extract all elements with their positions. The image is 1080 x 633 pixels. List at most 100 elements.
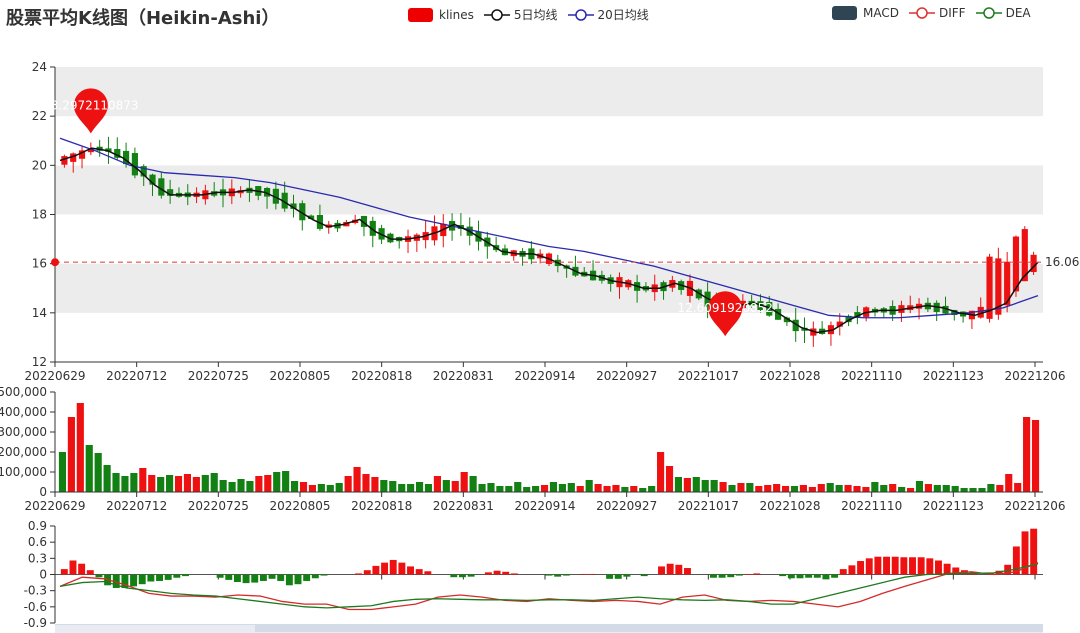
macd-bar[interactable] — [363, 570, 371, 575]
volume-bar[interactable] — [174, 476, 183, 492]
volume-bar[interactable] — [157, 477, 165, 492]
volume-bar[interactable] — [282, 471, 290, 492]
candle[interactable] — [1004, 261, 1011, 306]
volume-bar[interactable] — [308, 485, 316, 492]
volume-bar[interactable] — [665, 466, 674, 492]
volume-bar[interactable] — [996, 485, 1004, 492]
volume-bar[interactable] — [398, 484, 406, 492]
candle[interactable] — [766, 301, 773, 316]
volume-bar[interactable] — [782, 486, 790, 492]
macd-bar[interactable] — [545, 574, 553, 576]
volume-bar[interactable] — [558, 484, 566, 492]
macd-bar[interactable] — [952, 567, 960, 575]
candle[interactable] — [105, 148, 112, 152]
volume-bar[interactable] — [987, 484, 995, 492]
volume-bar[interactable] — [728, 485, 736, 492]
candle[interactable] — [299, 203, 306, 221]
legend-item-diff[interactable]: DIFF — [908, 6, 966, 20]
volume-bar[interactable] — [808, 487, 816, 492]
volume-bar[interactable] — [183, 474, 192, 492]
datazoom-slider-window[interactable] — [255, 624, 1043, 632]
candle[interactable] — [61, 156, 68, 165]
macd-bar[interactable] — [614, 574, 622, 579]
macd-bar[interactable] — [424, 571, 432, 575]
macd-bar[interactable] — [147, 574, 155, 582]
macd-bar[interactable] — [78, 563, 86, 575]
volume-bar[interactable] — [469, 476, 477, 492]
volume-bar[interactable] — [1023, 417, 1031, 492]
volume-bar[interactable] — [273, 472, 281, 492]
volume-bar[interactable] — [657, 452, 665, 492]
volume-bar[interactable] — [844, 485, 852, 492]
macd-bar[interactable] — [294, 574, 302, 585]
candle[interactable] — [167, 189, 174, 196]
macd-bar[interactable] — [121, 574, 129, 588]
macd-bar[interactable] — [450, 574, 458, 578]
candle[interactable] — [149, 174, 156, 185]
volume-bar[interactable] — [424, 484, 433, 492]
macd-bar[interactable] — [156, 574, 163, 581]
macd-bar[interactable] — [372, 565, 380, 575]
macd-bar[interactable] — [458, 574, 466, 578]
volume-bar[interactable] — [487, 483, 495, 492]
macd-bar[interactable] — [779, 574, 787, 577]
volume-bar[interactable] — [853, 486, 861, 492]
legend-item-macd[interactable]: MACD — [832, 6, 899, 20]
macd-bar[interactable] — [484, 572, 492, 575]
macd-bar[interactable] — [822, 574, 830, 580]
volume-bar[interactable] — [166, 475, 174, 492]
volume-bar[interactable] — [710, 480, 718, 492]
macd-bar[interactable] — [389, 559, 397, 575]
macd-bar[interactable] — [883, 556, 891, 575]
macd-bar[interactable] — [813, 574, 821, 578]
macd-bar[interactable] — [242, 574, 250, 584]
volume-bar[interactable] — [58, 452, 67, 492]
macd-bar[interactable] — [1030, 528, 1038, 575]
candle[interactable] — [78, 150, 86, 159]
volume-bar[interactable] — [915, 481, 924, 492]
volume-bar[interactable] — [415, 482, 424, 492]
macd-bar[interactable] — [926, 558, 934, 575]
volume-bar[interactable] — [299, 482, 308, 492]
macd-bar[interactable] — [554, 574, 562, 577]
volume-bar[interactable] — [862, 487, 870, 492]
macd-bar[interactable] — [831, 574, 839, 578]
macd-bar[interactable] — [320, 574, 328, 576]
candle[interactable] — [263, 187, 271, 197]
volume-bar[interactable] — [76, 403, 84, 492]
macd-bar[interactable] — [251, 574, 259, 583]
volume-bar[interactable] — [532, 486, 540, 492]
macd-bar[interactable] — [917, 557, 925, 575]
macd-bar[interactable] — [874, 556, 882, 575]
volume-bar[interactable] — [683, 478, 691, 492]
volume-bar[interactable] — [594, 484, 602, 492]
volume-bar[interactable] — [719, 482, 727, 492]
macd-bar[interactable] — [60, 569, 68, 575]
candle[interactable] — [942, 305, 949, 314]
macd-bar[interactable] — [684, 568, 691, 575]
volume-bar[interactable] — [674, 477, 683, 492]
macd-bar[interactable] — [588, 573, 596, 575]
macd-bar[interactable] — [675, 564, 683, 575]
candle[interactable] — [986, 256, 993, 319]
candle[interactable] — [845, 315, 852, 323]
macd-bar[interactable] — [415, 569, 423, 575]
volume-bar[interactable] — [255, 476, 263, 492]
macd-bar[interactable] — [303, 574, 311, 581]
volume-bar[interactable] — [790, 486, 799, 492]
macd-bar[interactable] — [355, 573, 363, 575]
volume-bar[interactable] — [433, 476, 441, 492]
volume-bar[interactable] — [478, 484, 486, 492]
volume-bar[interactable] — [942, 485, 950, 492]
macd-bar[interactable] — [709, 574, 717, 578]
volume-bar[interactable] — [264, 475, 272, 492]
volume-bar[interactable] — [121, 476, 129, 492]
macd-bar[interactable] — [285, 574, 293, 586]
volume-bar[interactable] — [94, 453, 102, 492]
macd-bar[interactable] — [233, 574, 241, 583]
volume-bar[interactable] — [380, 480, 388, 492]
volume-bar[interactable] — [898, 487, 906, 492]
candle[interactable] — [87, 148, 94, 153]
macd-bar[interactable] — [943, 563, 951, 575]
candle[interactable] — [114, 148, 121, 158]
